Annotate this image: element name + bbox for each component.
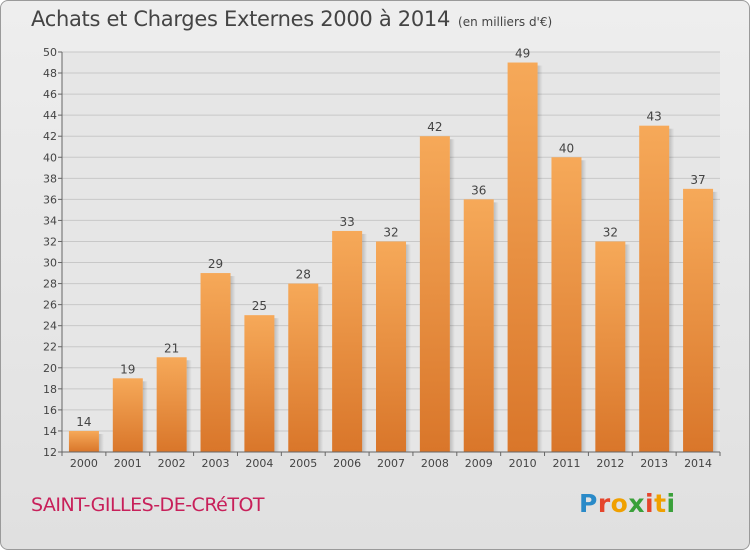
bar-shadow: [230, 276, 236, 452]
x-tick-label: 2013: [640, 457, 668, 470]
bar-shadow: [362, 233, 368, 452]
bar-shadow: [669, 128, 675, 452]
bar: [332, 230, 363, 452]
data-label: 25: [252, 299, 267, 313]
data-label: 32: [603, 225, 618, 239]
chart-title-text: Achats et Charges Externes 2000 à 2014: [31, 7, 451, 31]
y-tick-label: 50: [43, 46, 57, 59]
x-tick-label: 2002: [158, 457, 186, 470]
y-tick-label: 14: [43, 425, 57, 438]
y-tick-label: 16: [43, 404, 57, 417]
y-tick-label: 22: [43, 341, 57, 354]
commune-name: SAINT-GILLES-DE-CRéTOT: [31, 494, 265, 516]
y-tick-label: 48: [43, 67, 57, 80]
bar-shadow: [493, 202, 499, 452]
y-tick-label: 28: [43, 278, 57, 291]
logo-letter: r: [597, 489, 611, 518]
data-label: 21: [164, 341, 179, 355]
data-label: 49: [515, 47, 530, 61]
data-label: 42: [427, 120, 442, 134]
x-tick-label: 2011: [552, 457, 580, 470]
bar: [419, 136, 450, 453]
bar-shadow: [625, 244, 631, 452]
y-tick-label: 44: [43, 109, 57, 122]
x-tick-label: 2008: [421, 457, 449, 470]
y-tick-label: 32: [43, 235, 57, 248]
logo-letter: i: [666, 489, 676, 518]
y-tick-label: 42: [43, 130, 57, 143]
bar-shadow: [581, 160, 587, 452]
x-tick-label: 2007: [377, 457, 405, 470]
bar: [112, 378, 143, 452]
y-tick-label: 20: [43, 362, 57, 375]
x-tick-label: 2014: [684, 457, 712, 470]
bar: [595, 241, 626, 452]
y-tick-label: 46: [43, 88, 57, 101]
proxiti-logo: Proxiti: [579, 489, 676, 518]
bar-shadow: [713, 191, 719, 452]
y-tick-label: 26: [43, 299, 57, 312]
bar: [639, 125, 670, 453]
axes: [61, 52, 720, 453]
logo-letter: i: [645, 489, 655, 518]
x-tick-label: 2004: [245, 457, 273, 470]
bar-shadow: [406, 244, 411, 452]
logo-letter: o: [610, 489, 629, 518]
y-tick-label: 24: [43, 320, 57, 333]
bar-shadow: [274, 318, 280, 452]
data-label: 33: [339, 215, 354, 229]
data-label: 29: [208, 257, 223, 271]
bar: [200, 273, 231, 452]
bar: [463, 199, 494, 452]
y-tick-label: 12: [43, 446, 57, 459]
chart-title: Achats et Charges Externes 2000 à 2014 (e…: [31, 7, 552, 31]
bar: [551, 157, 582, 452]
bar: [156, 357, 187, 452]
x-tick-label: 2009: [465, 457, 493, 470]
data-label: 19: [120, 362, 135, 376]
data-label: 40: [559, 141, 574, 155]
x-axis-ticks: 2000 2001 2002 2003 2004 2005 2006 2007 2008 2009…: [61, 452, 721, 470]
y-axis-ticks: 12 14 16 18 20 22 24 26 28 30 32 34 36 38 40 42 44 46 48 50: [43, 46, 62, 459]
bar-shadow: [449, 139, 455, 453]
bar-shadow: [318, 286, 324, 452]
y-tick-label: 18: [43, 383, 57, 396]
bar-shadow: [186, 360, 192, 452]
y-tick-label: 40: [43, 151, 57, 164]
bar-shadow: [537, 65, 543, 453]
bar-shadow: [98, 433, 104, 452]
bar: [68, 430, 99, 452]
x-tick-label: 2012: [596, 457, 624, 470]
data-label: 14: [76, 415, 91, 429]
bars: [68, 62, 719, 453]
data-labels: 14 19 21 29 25 28 33 32 42 36 49 40 32 43 37: [76, 47, 705, 429]
x-tick-label: 2001: [114, 457, 142, 470]
y-tick-label: 30: [43, 257, 57, 270]
logo-letter: t: [654, 489, 667, 518]
y-tick-label: 34: [43, 214, 57, 227]
x-tick-label: 2006: [333, 457, 361, 470]
data-label: 28: [296, 268, 311, 282]
chart-subtitle: (en milliers d'€): [458, 15, 553, 29]
x-tick-label: 2000: [70, 457, 98, 470]
data-label: 32: [383, 225, 398, 239]
logo-letter: x: [628, 489, 645, 518]
data-label: 36: [471, 183, 486, 197]
bar: [288, 283, 319, 452]
data-label: 37: [690, 173, 705, 187]
bar: [507, 62, 538, 453]
x-tick-label: 2010: [509, 457, 537, 470]
x-tick-label: 2005: [289, 457, 317, 470]
bar-shadow: [142, 381, 148, 452]
x-tick-label: 2003: [202, 457, 230, 470]
bar: [683, 188, 714, 452]
data-label: 43: [647, 110, 662, 124]
bar: [376, 241, 406, 452]
y-tick-label: 36: [43, 193, 57, 206]
logo-letter: P: [579, 489, 598, 518]
y-tick-label: 38: [43, 172, 57, 185]
bar: [244, 315, 275, 452]
